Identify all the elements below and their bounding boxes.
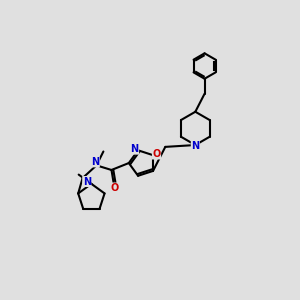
Text: N: N bbox=[83, 176, 91, 187]
Text: N: N bbox=[91, 157, 99, 167]
Text: O: O bbox=[152, 149, 160, 159]
Text: N: N bbox=[191, 141, 200, 151]
Text: O: O bbox=[111, 183, 119, 193]
Text: N: N bbox=[130, 144, 139, 154]
